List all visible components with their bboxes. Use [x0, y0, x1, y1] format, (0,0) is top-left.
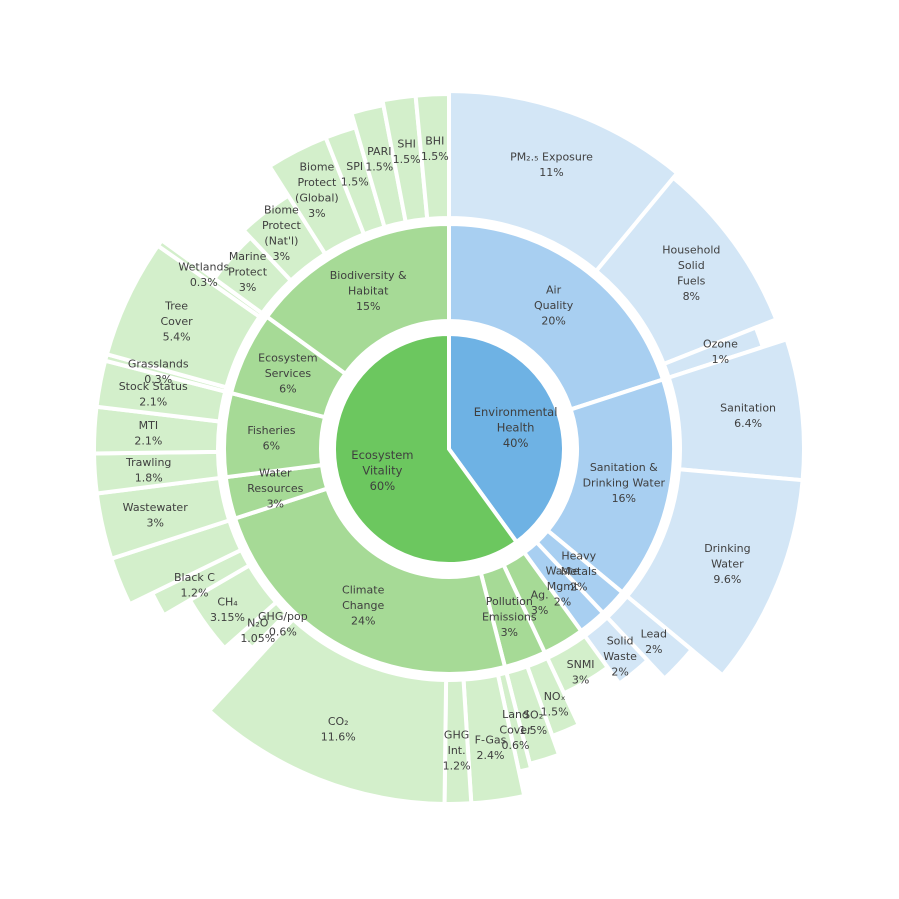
slice-sdw: [544, 376, 676, 596]
slice-cc: [232, 486, 508, 676]
label-tc: Tree Cover 5.4%: [160, 299, 193, 343]
slice-bhi: [413, 91, 451, 222]
label-bh: Biodiversity & Habitat 15%: [330, 269, 407, 313]
label-hm: Heavy Metals 2%: [561, 549, 597, 593]
label-so2: SO₂ 1.5%: [519, 709, 547, 738]
slice-hsf: [593, 174, 779, 367]
label-gr: Grasslands 0.3%: [128, 358, 189, 387]
label-bc: Black C 1.2%: [174, 571, 215, 600]
label-wl: Wetlands 0.3%: [178, 261, 229, 290]
ring-inner: [332, 331, 566, 566]
label-san: Sanitation 6.4%: [720, 401, 776, 430]
label-hsf: Household Solid Fuels 8%: [662, 244, 720, 304]
slice-eh: [447, 331, 566, 545]
label-fi: Fisheries 6%: [247, 424, 295, 453]
label-mti: MTI 2.1%: [134, 419, 162, 448]
label-mp: Marine Protect 3%: [228, 250, 268, 294]
slice-co2: [206, 616, 449, 806]
label-bpn: Biome Protect (Nat'l) 3%: [262, 204, 302, 264]
label-oz: Ozone 1%: [703, 338, 738, 367]
label-ss: Stock Status 2.1%: [119, 380, 188, 409]
label-tr: Trawling 1.8%: [125, 456, 171, 485]
label-dw: Drinking Water 9.6%: [704, 542, 750, 586]
label-ghgi: GHG Int. 1.2%: [443, 728, 471, 772]
label-lc: Land Cover 0.6%: [499, 708, 532, 752]
label-bpg: Biome Protect (Global) 3%: [295, 161, 339, 221]
label-spi: SPI 1.5%: [341, 160, 369, 189]
label-ghgp: GHG/pop 0.6%: [258, 610, 308, 639]
slice-aq: [447, 221, 666, 412]
label-nox: NOₓ 1.5%: [541, 690, 569, 719]
label-fgas: F-Gas 2.4%: [475, 733, 507, 762]
label-ww: Wastewater 3%: [123, 501, 189, 530]
label-cc: Climate Change 24%: [342, 584, 385, 628]
label-pm: PM₂.₅ Exposure 11%: [510, 151, 593, 180]
segment-labels: Environmental Health 40% Air Quality 20% PM₂.₅…: [119, 135, 776, 773]
label-snmi: SNMI 3%: [567, 658, 595, 687]
label-aq: Air Quality 20%: [534, 284, 574, 328]
label-es: Ecosystem Services 6%: [258, 352, 318, 396]
label-sw: Solid Waste 2%: [603, 634, 637, 678]
label-wr: Water Resources 3%: [247, 466, 303, 510]
label-ev: Ecosystem Vitality 60%: [351, 448, 413, 493]
slice-dw: [624, 467, 805, 679]
slice-pm: [447, 88, 681, 274]
label-eh: Environmental Health 40%: [474, 405, 558, 450]
label-lead: Lead 2%: [641, 628, 667, 657]
label-pe: Pollution Emissions 3%: [482, 595, 537, 639]
label-bhi: BHI 1.5%: [421, 135, 449, 164]
label-ch4: CH₄ 3.15%: [210, 596, 245, 625]
slice-bh: [264, 221, 451, 377]
ring-middle: [222, 221, 676, 676]
label-ag: Ag. 3%: [531, 589, 549, 618]
label-pari: PARI 1.5%: [365, 145, 393, 174]
label-co2: CO₂ 11.6%: [321, 715, 356, 744]
label-sdw: Sanitation & Drinking Water 16%: [583, 461, 666, 505]
ring-outer: [92, 88, 806, 806]
label-n2o: N₂O 1.05%: [240, 617, 275, 646]
label-wm: Waste Mgmt 2%: [546, 565, 580, 609]
slice-ev: [332, 331, 520, 566]
label-shi: SHI 1.5%: [393, 137, 421, 166]
